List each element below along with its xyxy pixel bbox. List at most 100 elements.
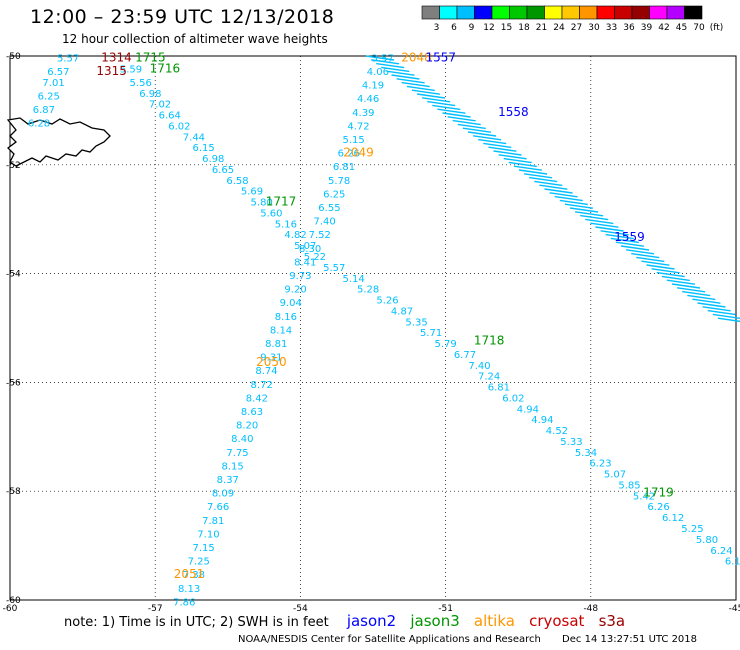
credit-line: NOAA/NESDIS Center for Satellite Applica…: [238, 634, 697, 645]
dense-track-mark: [457, 123, 486, 130]
swh-value-label: 6.98: [202, 154, 224, 165]
swh-value-label: 4.39: [352, 108, 374, 119]
dense-track-mark: [712, 313, 740, 319]
swh-value-label: 7.66: [207, 502, 229, 513]
colorbar-label: 33: [606, 23, 617, 33]
dense-track-mark: [447, 116, 476, 122]
dense-track-mark: [508, 161, 537, 168]
swh-value-label: 6.87: [33, 105, 55, 116]
swh-value-label: 5.14: [343, 274, 365, 285]
dense-track-mark: [569, 207, 599, 213]
dense-track-mark: [391, 74, 420, 80]
swh-value-label: 6.64: [159, 111, 181, 122]
swh-value-label: 7.10: [197, 529, 219, 540]
dense-track-mark: [539, 184, 568, 190]
pass-label: 1557: [425, 50, 456, 64]
colorbar-label: 18: [518, 23, 530, 33]
swh-value-label: 4.19: [362, 81, 384, 92]
swh-value-label: 8.16: [275, 312, 297, 323]
dense-track-mark: [416, 93, 446, 99]
colorbar-swatch: [474, 5, 493, 20]
dense-track: [365, 55, 740, 323]
dense-track-mark: [524, 173, 553, 179]
swh-value-label: 7.15: [192, 543, 214, 554]
swh-value-label: 6.65: [212, 165, 234, 176]
swh-value-label: 8.74: [255, 366, 277, 377]
dense-track-mark: [631, 252, 660, 259]
dense-track-mark: [503, 157, 532, 164]
colorbar-swatch: [666, 5, 685, 20]
pass-label: 2050: [256, 355, 287, 369]
swh-value-label: 7.01: [42, 78, 64, 89]
dense-track-mark: [381, 66, 410, 73]
dense-track-mark: [371, 59, 400, 65]
swh-value-label: 6.15: [192, 143, 214, 154]
swh-value-label: 6.26: [338, 149, 360, 160]
dense-track-mark: [707, 309, 736, 316]
swh-value-label: 7.25: [188, 557, 210, 568]
pass-label: 1716: [150, 61, 181, 75]
swh-value-label: 5.80: [696, 535, 718, 546]
pass-label: 2051: [174, 567, 205, 581]
swh-value-label: 8.30: [299, 244, 321, 255]
pass-label: 1558: [498, 105, 529, 119]
dense-track-mark: [651, 268, 680, 274]
pass-label: 2049: [343, 146, 374, 160]
swh-value-label: 4.94: [517, 404, 539, 415]
dense-track-mark: [411, 89, 440, 95]
colorbar-label: 15: [501, 23, 512, 33]
colorbar-label: 45: [676, 23, 687, 33]
swh-value-label: 5.60: [260, 208, 282, 219]
swh-value-label: 6.24: [710, 546, 732, 557]
swh-value-label: 6.12: [662, 513, 684, 524]
colorbar-label: 6: [451, 23, 457, 33]
x-tick-label: -48: [583, 604, 598, 614]
dense-track-mark: [401, 81, 430, 88]
colorbar: 3 6 9 12 15 18 21 24 27 30 33 36 39 42 45 70 (ft): [421, 5, 723, 33]
y-tick-label: -52: [6, 161, 21, 171]
colorbar-swatch: [579, 5, 598, 20]
dense-track-mark: [467, 131, 497, 137]
dense-track-mark: [452, 119, 481, 126]
colorbar-swatch: [456, 5, 475, 20]
dense-track-mark: [442, 112, 471, 118]
dense-track-mark: [605, 233, 634, 240]
dense-track-mark: [529, 176, 558, 183]
swh-value-label: 6.55: [318, 203, 340, 214]
swh-value-label: 5.85: [618, 480, 640, 491]
dense-track-mark: [513, 165, 542, 171]
dense-track-mark: [462, 127, 491, 133]
swh-value-label: 5.26: [376, 296, 398, 307]
colorbar-label: 30: [588, 23, 600, 33]
swh-value-label: 8.63: [241, 407, 263, 418]
swh-value-label: 7.40: [468, 361, 490, 372]
colorbar-label: 36: [623, 23, 635, 33]
land-outline: [6, 117, 111, 167]
swh-value-label: 6.98: [139, 89, 161, 100]
colorbar-label: 12: [483, 23, 494, 33]
plot-frame: [9, 55, 737, 601]
x-tick-label: -60: [3, 604, 18, 614]
dense-track-mark: [488, 146, 517, 152]
credit-text: NOAA/NESDIS Center for Satellite Applica…: [238, 634, 541, 645]
swh-value-label: 7.40: [313, 217, 335, 228]
dense-track-mark: [437, 108, 466, 114]
swh-value-label: 5.42: [633, 491, 655, 502]
colorbar-label: 21: [536, 23, 547, 33]
swh-value-label: 6.02: [502, 393, 524, 404]
swh-value-label: 9.73: [289, 271, 311, 282]
footer-note: note: 1) Time is in UTC; 2) SWH is in fe…: [64, 615, 329, 630]
swh-value-label: 8.42: [246, 393, 268, 404]
swh-value-label: 5.59: [120, 64, 142, 75]
swh-value-label: 6.81: [488, 383, 510, 394]
colorbar-label: 39: [641, 23, 653, 33]
dense-track-mark: [615, 241, 644, 247]
colorbar-swatch: [561, 5, 580, 20]
colorbar-swatch: [649, 5, 668, 20]
swh-value-label: 5.28: [357, 285, 379, 296]
colorbar-swatch: [526, 5, 545, 20]
y-tick-label: -54: [6, 270, 21, 280]
y-tick-label: -50: [6, 52, 21, 62]
pass-label: 2048: [401, 50, 432, 64]
swh-value-label: 5.56: [130, 78, 152, 89]
